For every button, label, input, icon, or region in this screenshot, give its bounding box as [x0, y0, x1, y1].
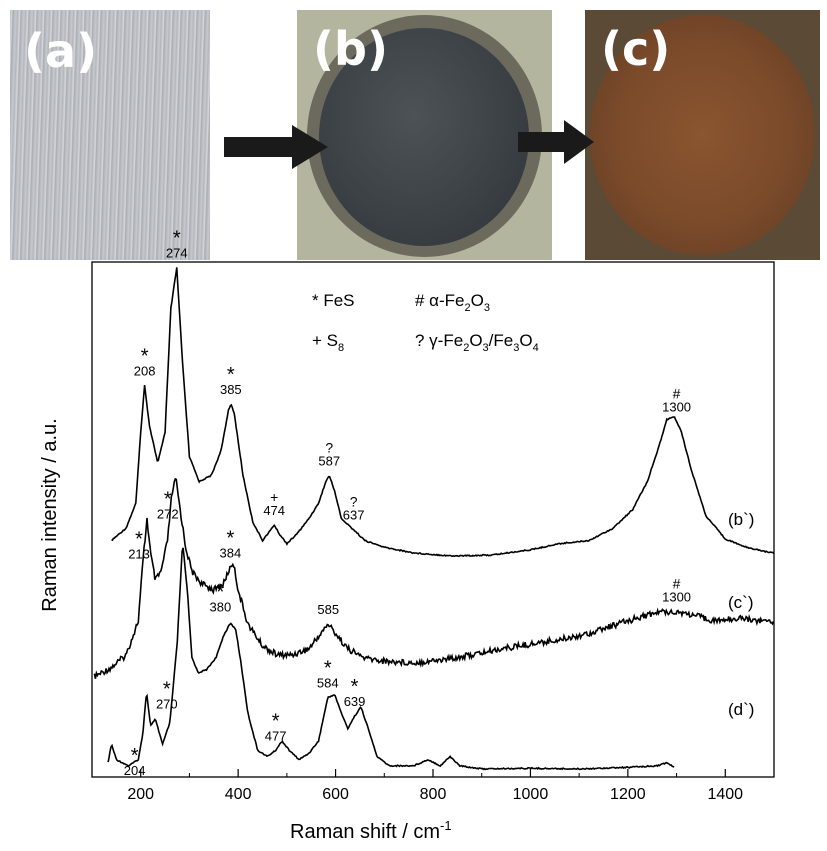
x-tick-label: 1000	[513, 786, 549, 803]
peak-mark: *	[164, 488, 172, 510]
peak-mark: *	[131, 745, 139, 767]
species-legend: * FeS # α-Fe2O3 + S8 ? γ-Fe2O3/Fe3O4	[312, 291, 539, 354]
x-tick-label: 1200	[610, 786, 646, 803]
peak-mark: *	[324, 658, 332, 680]
legend-s8: + S8	[312, 331, 344, 354]
photo-b-sulfided-sample: (b)	[297, 10, 552, 260]
x-axis-ticks: 200 400 600 800 1000 1200 1400	[127, 769, 775, 803]
arrow-right-icon	[224, 125, 328, 169]
peak-label: 584	[317, 676, 339, 691]
legend-fes: * FeS	[312, 291, 355, 310]
peak-label: 272	[157, 506, 179, 521]
peak-mark: *	[217, 581, 225, 603]
spectra: (b`) (c`) (d`)	[93, 267, 775, 771]
x-axis-label: Raman shift / cm-1	[290, 818, 452, 843]
peak-mark: *	[351, 676, 359, 698]
peak-labels: *208*274*385+474?587?637#1300*213*272*38…	[124, 228, 691, 778]
y-axis-label: Raman intensity / a.u.	[39, 418, 61, 611]
peak-label: 274	[166, 246, 188, 261]
peak-mark: #	[673, 386, 681, 402]
series-label: (d`)	[728, 700, 754, 719]
peak-mark: *	[226, 528, 234, 550]
peak-label: 208	[134, 364, 156, 379]
peak-label: 380	[210, 599, 232, 614]
peak-mark: *	[227, 364, 235, 386]
photo-b-sample-disc	[319, 28, 529, 246]
peak-label: 474	[263, 503, 285, 518]
x-tick-label: 400	[225, 786, 252, 803]
peak-mark: ?	[350, 494, 358, 510]
spectrum-line	[93, 477, 775, 679]
photo-c-oxidized-sample: (c)	[585, 10, 820, 260]
photo-a-label: (a)	[24, 24, 98, 78]
spectrum-line	[107, 547, 675, 771]
photo-c-sample-disc	[590, 15, 815, 255]
photo-a-steel-plate: (a)	[10, 10, 210, 260]
peak-mark: *	[173, 228, 181, 250]
series-label: (c`)	[728, 593, 753, 612]
peak-mark: *	[141, 346, 149, 368]
peak-label: 385	[220, 382, 242, 397]
peak-mark: *	[135, 529, 143, 551]
peak-label: 637	[343, 508, 365, 523]
photo-c-label: (c)	[601, 22, 671, 76]
peak-label: 213	[128, 547, 150, 562]
peak-mark: *	[163, 679, 171, 701]
series-label: (b`)	[728, 510, 754, 529]
legend-alpha-fe2o3: # α-Fe2O3	[415, 291, 490, 314]
peak-label: 1300	[662, 590, 691, 605]
peak-mark: +	[270, 489, 278, 505]
photo-b-label: (b)	[313, 22, 388, 76]
x-tick-label: 1400	[707, 786, 743, 803]
legend-gamma-fe2o3-fe3o4: ? γ-Fe2O3/Fe3O4	[415, 331, 539, 354]
peak-label: 204	[124, 763, 146, 778]
peak-label: 587	[318, 453, 340, 468]
peak-label: 1300	[662, 400, 691, 415]
peak-label: 585	[317, 602, 339, 617]
x-tick-label: 200	[127, 786, 154, 803]
peak-label: 270	[156, 697, 178, 712]
peak-mark: *	[272, 710, 280, 732]
x-tick-label: 800	[420, 786, 447, 803]
x-tick-label: 600	[322, 786, 349, 803]
spectrum-line	[111, 267, 775, 558]
peak-mark: ?	[325, 439, 333, 455]
peak-mark: #	[673, 576, 681, 592]
peak-label: 384	[219, 546, 241, 561]
peak-label: 639	[344, 694, 366, 709]
arrow-right-icon	[518, 120, 594, 164]
peak-label: 477	[265, 728, 287, 743]
